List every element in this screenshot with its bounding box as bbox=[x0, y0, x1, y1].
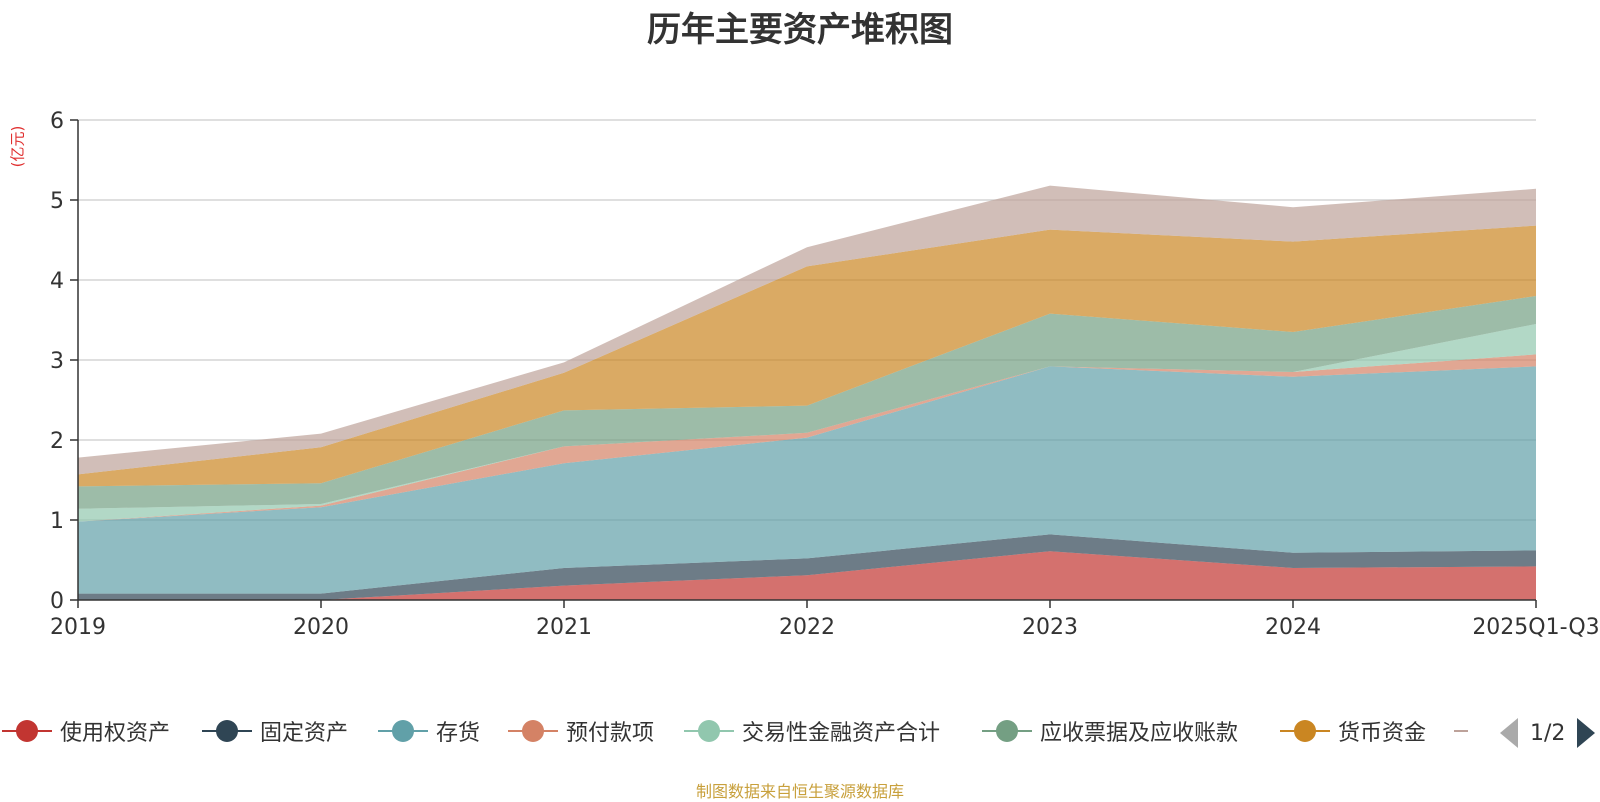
legend-label: 固定资产 bbox=[260, 721, 349, 746]
legend-marker-icon bbox=[684, 714, 734, 748]
area-series-固定资产 bbox=[78, 534, 1536, 600]
legend-item-fixed-assets[interactable]: 固定资产 bbox=[202, 714, 348, 748]
tick-labels: 0 1 2 3 4 5 6 2019 2020 2021 2022 2023 2024 2025Q1-Q3 bbox=[50, 109, 1600, 640]
prev-page-icon[interactable] bbox=[1500, 718, 1518, 748]
legend-marker-icon bbox=[1454, 714, 1468, 748]
legend-item-trading-financial-assets[interactable]: 交易性金融资产合计 bbox=[684, 714, 940, 748]
y-tick-label: 6 bbox=[50, 109, 64, 134]
legend-pager: 1/2 bbox=[1500, 716, 1596, 750]
y-tick-label: 1 bbox=[50, 509, 64, 534]
x-tick-label: 2019 bbox=[50, 615, 106, 640]
legend-marker-icon bbox=[982, 714, 1032, 748]
legend-label: 预付款项 bbox=[566, 721, 655, 746]
axes bbox=[70, 119, 1537, 608]
legend-label: 存货 bbox=[436, 721, 481, 746]
x-tick-label: 2021 bbox=[536, 615, 592, 640]
legend-label: 货币资金 bbox=[1338, 721, 1427, 746]
legend-item-monetary-funds[interactable]: 货币资金 bbox=[1280, 714, 1426, 748]
chart-title: 历年主要资产堆积图 bbox=[647, 10, 953, 50]
area-series-货币资金 bbox=[78, 225, 1536, 487]
y-tick-label: 3 bbox=[50, 349, 64, 374]
x-tick-label: 2024 bbox=[1265, 615, 1321, 640]
legend-label: 应收票据及应收账款 bbox=[1040, 721, 1239, 746]
legend-label: 交易性金融资产合计 bbox=[742, 721, 941, 746]
area-series-存货 bbox=[78, 366, 1536, 594]
next-page-icon[interactable] bbox=[1577, 718, 1596, 748]
stacked-area-chart: 0 1 2 3 4 5 6 2019 2020 2021 2022 2023 2024 2025Q1-Q3 bbox=[50, 109, 1600, 640]
area-series-应收票据及应收账款 bbox=[78, 296, 1536, 509]
legend-marker-icon bbox=[202, 714, 252, 748]
area-series-预付款项 bbox=[78, 354, 1536, 522]
legend-item-usage-right-assets[interactable]: 使用权资产 bbox=[2, 714, 170, 748]
legend: 使用权资产 固定资产 存货 预付款项 交易性金融资产合计 应收票据及应收账款 bbox=[0, 714, 1600, 750]
x-tick-label: 2020 bbox=[293, 615, 349, 640]
legend-item-inventory[interactable]: 存货 bbox=[378, 714, 480, 748]
y-tick-label: 2 bbox=[50, 429, 64, 454]
area-series-其他 bbox=[78, 185, 1536, 475]
legend-marker-icon bbox=[2, 714, 52, 748]
legend-marker-icon bbox=[1280, 714, 1330, 748]
x-tick-label: 2023 bbox=[1022, 615, 1078, 640]
y-tick-label: 4 bbox=[50, 269, 64, 294]
y-tick-label: 5 bbox=[50, 189, 64, 214]
legend-item-partial[interactable] bbox=[1454, 714, 1468, 748]
x-tick-label: 2022 bbox=[779, 615, 835, 640]
legend-marker-icon bbox=[378, 714, 428, 748]
area-series-使用权资产 bbox=[78, 551, 1536, 600]
legend-marker-icon bbox=[508, 714, 558, 748]
legend-page-indicator: 1/2 bbox=[1530, 720, 1566, 746]
x-tick-label: 2025Q1-Q3 bbox=[1472, 615, 1599, 640]
y-tick-label: 0 bbox=[50, 589, 64, 614]
source-note: 制图数据来自恒生聚源数据库 bbox=[695, 782, 904, 801]
area-series bbox=[78, 185, 1536, 600]
legend-item-prepayments[interactable]: 预付款项 bbox=[508, 714, 654, 748]
legend-item-receivables[interactable]: 应收票据及应收账款 bbox=[982, 714, 1238, 748]
legend-label: 使用权资产 bbox=[60, 721, 171, 746]
